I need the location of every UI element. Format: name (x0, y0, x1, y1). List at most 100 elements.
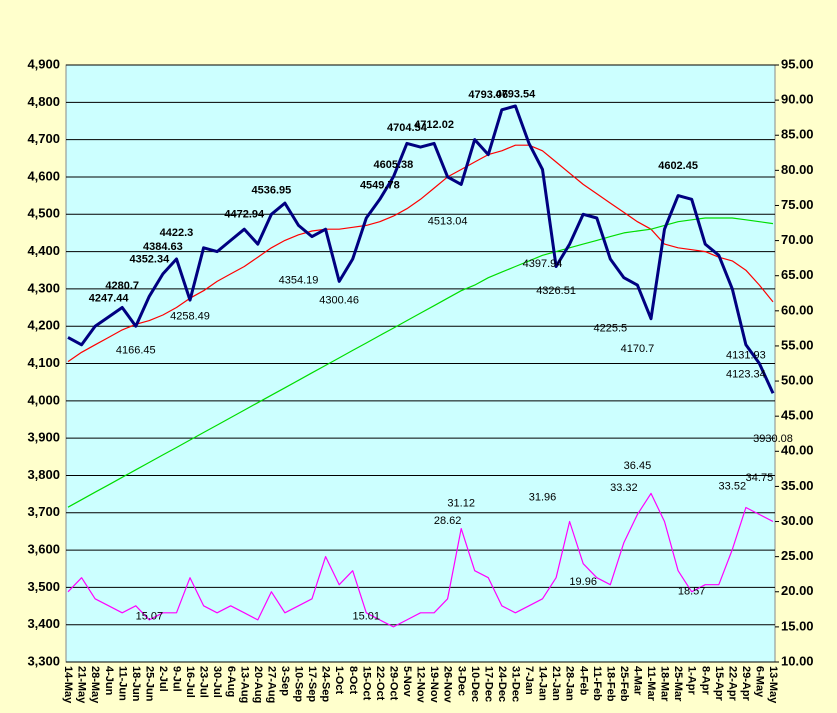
y-tick-label: 3,800 (27, 467, 60, 482)
x-tick-label: 6-May (754, 666, 766, 698)
y-tick-label: 3,400 (27, 616, 60, 631)
y2-tick-label: 25.00 (781, 548, 814, 563)
x-tick-label: 25-Jun (143, 666, 155, 702)
y-tick-label: 4,600 (27, 168, 60, 183)
y2-label: 19.96 (569, 576, 597, 588)
x-tick-label: 2-Jul (157, 666, 169, 692)
x-tick-label: 13-Aug (238, 666, 250, 703)
x-tick-label: 21-May (76, 666, 88, 704)
x-tick-label: 24-Sep (320, 666, 332, 702)
y2-tick-label: 85.00 (781, 127, 814, 142)
x-tick-label: 18-Feb (604, 666, 616, 702)
low-label: 4258.49 (170, 310, 210, 322)
y-tick-label: 3,900 (27, 430, 60, 445)
x-tick-label: 17-Sep (306, 666, 318, 702)
x-tick-label: 11-Jun (116, 666, 128, 701)
low-label: 4170.7 (621, 343, 655, 355)
y-tick-label: 4,900 (27, 56, 60, 71)
y-tick-label: 4,800 (27, 94, 60, 109)
x-tick-label: 10-Dec (469, 666, 481, 702)
y-tick-label: 3,500 (27, 579, 60, 594)
low-label: 4123.34 (726, 369, 766, 381)
y2-tick-label: 45.00 (781, 408, 814, 423)
y2-tick-label: 50.00 (781, 372, 814, 387)
x-tick-label: 25-Feb (618, 666, 630, 702)
x-tick-label: 23-Jul (198, 666, 210, 698)
y-tick-label: 4,000 (27, 392, 60, 407)
x-tick-label: 3-Dec (455, 666, 467, 696)
x-tick-label: 1-Oct (333, 666, 345, 694)
y2-tick-label: 60.00 (781, 302, 814, 317)
y2-tick-label: 15.00 (781, 618, 814, 633)
low-label: 4225.5 (593, 323, 627, 335)
x-tick-label: 24-Dec (496, 666, 508, 702)
x-tick-label: 15-Oct (360, 666, 372, 701)
high-label: 4712.02 (414, 119, 454, 131)
high-label: 4704.54 (387, 122, 428, 134)
x-tick-label: 4-Mar (632, 666, 644, 696)
y-tick-label: 4,700 (27, 131, 60, 146)
y2-tick-label: 35.00 (781, 478, 814, 493)
x-tick-label: 8-Oct (347, 666, 359, 694)
x-tick-label: 20-Aug (252, 666, 264, 703)
x-tick-label: 5-Nov (401, 666, 413, 697)
y2-label: 15.07 (136, 610, 164, 622)
x-tick-label: 17-Dec (482, 666, 494, 702)
y-tick-label: 4,500 (27, 206, 60, 221)
x-tick-label: 16-Jul (184, 666, 196, 698)
series-line (67, 492, 774, 628)
x-tick-label: 9-Jul (171, 666, 183, 692)
x-tick-label: 27-Aug (265, 666, 277, 703)
low-label: 4300.46 (319, 295, 359, 307)
series-line (67, 104, 775, 394)
y2-tick-label: 90.00 (781, 92, 814, 107)
x-tick-label: 22-Oct (374, 666, 386, 701)
y-tick-label: 4,100 (27, 355, 60, 370)
y2-label: 18.57 (678, 586, 706, 598)
x-tick-label: 13-May (767, 666, 779, 704)
x-tick-label: 8-Apr (699, 666, 711, 695)
high-label: 4352.34 (129, 253, 170, 265)
x-tick-label: 11-Feb (591, 666, 603, 701)
y2-label: 33.52 (719, 481, 747, 493)
high-label: 4605.38 (374, 159, 414, 171)
x-tick-label: 22-Apr (726, 666, 738, 702)
series-line (67, 217, 774, 508)
low-label: 4513.04 (428, 215, 468, 227)
x-tick-label: 18-Mar (659, 666, 671, 702)
low-label: 4131.93 (726, 349, 766, 361)
x-tick-label: 11-Mar (645, 666, 657, 702)
x-tick-label: 7-Jan (523, 666, 535, 695)
x-tick-label: 10-Sep (293, 666, 305, 702)
y2-label: 15.01 (353, 611, 381, 623)
y-tick-label: 3,600 (27, 542, 60, 557)
low-label: 4354.19 (279, 275, 319, 287)
x-tick-label: 31-Dec (509, 666, 521, 702)
x-tick-label: 1-Apr (686, 666, 698, 695)
x-tick-label: 12-Nov (415, 666, 427, 704)
x-tick-label: 29-Apr (740, 666, 752, 702)
y2-tick-label: 65.00 (781, 267, 814, 282)
y2-label: 28.62 (434, 515, 462, 527)
x-tick-label: 14-May (62, 666, 74, 704)
high-label: 4602.45 (658, 160, 698, 172)
x-tick-label: 28-May (89, 666, 101, 704)
high-label: 4793.54 (496, 89, 537, 101)
y2-label: 31.96 (529, 492, 557, 504)
x-tick-label: 25-Mar (672, 666, 684, 702)
y-tick-label: 3,700 (27, 504, 60, 519)
x-tick-label: 30-Jul (211, 666, 223, 698)
high-label: 4422.3 (160, 227, 194, 239)
low-label: 4326.51 (536, 285, 576, 297)
y2-tick-label: 80.00 (781, 162, 814, 177)
y-tick-label: 4,400 (27, 243, 60, 258)
y2-tick-label: 30.00 (781, 513, 814, 528)
high-label: 4247.44 (89, 292, 130, 304)
y-tick-label: 4,300 (27, 280, 60, 295)
x-tick-label: 14-Jan (537, 666, 549, 701)
x-tick-label: 4-Jun (103, 666, 115, 696)
y2-tick-label: 95.00 (781, 56, 814, 71)
y-tick-label: 4,200 (27, 318, 60, 333)
x-tick-label: 21-Jan (550, 666, 562, 701)
